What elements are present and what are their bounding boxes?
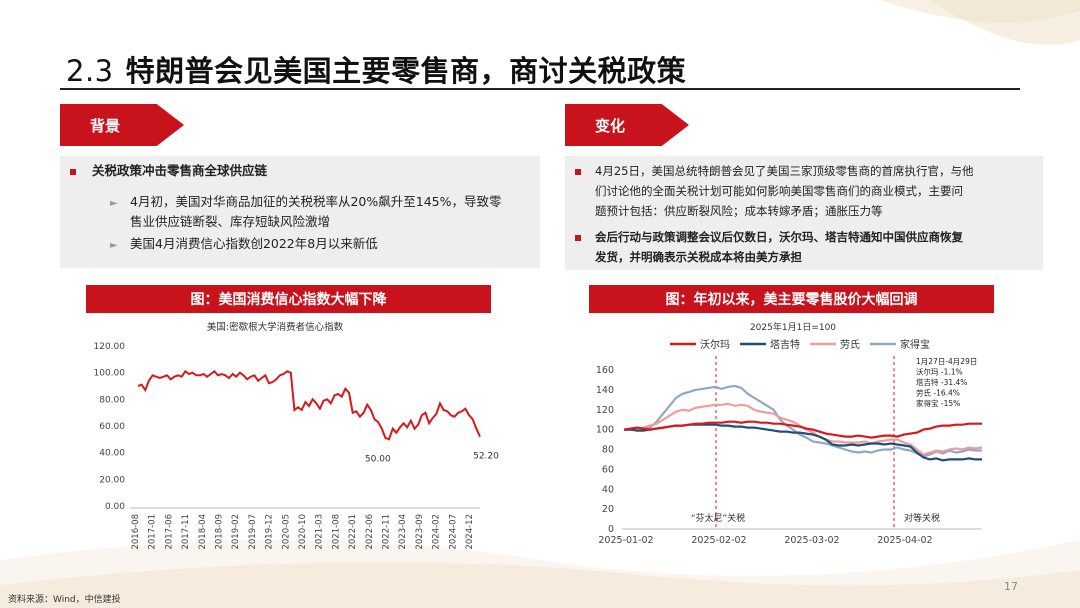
x-tick-label: 2017-11 xyxy=(181,514,191,550)
sub-bullet-1-line1: 4月初，美国对华商品加征的关税税率从20%飙升至145%，导致零 xyxy=(130,194,502,209)
x-tick-label: 2025-03-02 xyxy=(784,535,839,546)
chart1-title: 美国:密歇根大学消费者信心指数 xyxy=(207,321,344,333)
note-line: 家得宝 -15% xyxy=(916,398,960,408)
x-tick-label: 2016-08 xyxy=(131,514,141,550)
x-tick-label: 2022-06 xyxy=(365,514,375,550)
legend-label: 家得宝 xyxy=(900,338,930,351)
x-tick-label: 2022-11 xyxy=(382,514,392,550)
y-tick-label: 0.00 xyxy=(105,502,125,512)
note-line: 1月27日-4月29日 xyxy=(916,357,977,366)
bullet-square-icon xyxy=(575,235,581,241)
y-tick-label: 0 xyxy=(608,524,614,535)
y-tick-label: 80.00 xyxy=(99,395,125,405)
bullet-square-icon xyxy=(575,169,581,175)
bullet-square-icon xyxy=(70,169,76,175)
y-tick-label: 140 xyxy=(596,385,614,396)
note-line: 沃尔玛 -1.1% xyxy=(916,367,963,377)
x-tick-label: 2019-02 xyxy=(231,514,241,550)
bullet-heading: 关税政策冲击零售商全球供应链 xyxy=(92,163,268,178)
x-tick-label: 2023-09 xyxy=(415,514,425,550)
change-tag: 变化 xyxy=(565,104,689,146)
background-tag: 背景 xyxy=(60,104,184,146)
right-chart-title: 图：年初以来，美主要零售股价大幅回调 xyxy=(589,285,994,313)
sub-bullet-1-line2: 售业供应链断裂、库存短缺风险激增 xyxy=(130,214,331,229)
paragraph-1-line3: 题预计包括：供应断裂风险；成本转嫁矛盾；通胀压力等 xyxy=(595,204,883,218)
legend-label: 沃尔玛 xyxy=(700,338,730,351)
x-tick-label: 2025-01-02 xyxy=(598,535,653,546)
y-tick-label: 120 xyxy=(596,405,614,416)
y-tick-label: 20.00 xyxy=(99,475,125,485)
sub-bullet-2: 美国4月消费信心指数创2022年8月以来新低 xyxy=(130,236,378,251)
x-tick-label: 2024-12 xyxy=(465,514,475,550)
y-tick-label: 100 xyxy=(596,425,614,436)
x-tick-label: 2023-04 xyxy=(398,514,408,550)
legend-label: 劳氏 xyxy=(840,338,860,351)
background-panel: 关税政策冲击零售商全球供应链 ► 4月初，美国对华商品加征的关税税率从20%飙升… xyxy=(60,156,540,268)
x-tick-label: 2019-07 xyxy=(248,514,258,550)
page-title: 2.3 特朗普会见美国主要零售商，商讨关税政策 xyxy=(66,48,686,90)
arrow-bullet-icon: ► xyxy=(110,240,118,251)
title-text: 特朗普会见美国主要零售商，商讨关税政策 xyxy=(125,54,687,88)
x-tick-label: 2022-01 xyxy=(348,514,358,550)
y-tick-label: 100.00 xyxy=(94,369,126,379)
title-number: 2.3 xyxy=(66,54,114,88)
x-tick-label: 2024-07 xyxy=(448,514,458,550)
retail-stock-chart: 2025年1月1日=100 沃尔玛 塔吉特 劳氏 家得宝 0 20 40 60 80 100 12… xyxy=(596,321,983,546)
event-annotation: “芬太尼”关税 xyxy=(691,512,745,524)
paragraph-2-line2: 发货，并明确表示关税成本将由美方承担 xyxy=(595,250,802,264)
x-tick-label: 2018-04 xyxy=(198,514,208,550)
y-tick-label: 160 xyxy=(596,365,614,376)
x-tick-label: 2024-02 xyxy=(432,514,442,550)
left-chart-title: 图：美国消费信心指数大幅下降 xyxy=(86,285,491,313)
x-tick-label: 2020-10 xyxy=(298,514,308,550)
legend-label: 塔吉特 xyxy=(770,338,800,351)
y-tick-label: 80 xyxy=(602,445,614,456)
y-tick-label: 20 xyxy=(602,504,614,515)
x-tick-label: 2019-12 xyxy=(265,514,275,550)
y-tick-label: 60 xyxy=(602,464,614,475)
x-tick-label: 2021-03 xyxy=(315,514,325,550)
y-tick-label: 40.00 xyxy=(99,449,125,459)
source-note: 资料来源：Wind，中信建投 xyxy=(8,595,121,605)
y-tick-label: 60.00 xyxy=(99,422,125,432)
change-panel: 4月25日，美国总统特朗普会见了美国三家顶级零售商的首席执行官，与他 们讨论他的… xyxy=(565,156,1043,270)
x-tick-label: 2018-09 xyxy=(215,514,225,550)
x-tick-label: 2025-02-02 xyxy=(691,535,746,546)
x-tick-label: 2021-08 xyxy=(331,514,341,550)
confidence-series-line xyxy=(137,369,481,441)
arrow-bullet-icon: ► xyxy=(110,198,118,209)
paragraph-1-line1: 4月25日，美国总统特朗普会见了美国三家顶级零售商的首席执行官，与他 xyxy=(595,164,974,178)
y-tick-label: 40 xyxy=(602,484,614,495)
note-line: 劳氏 -16.4% xyxy=(916,388,960,398)
title-divider xyxy=(60,88,1020,90)
consumer-confidence-chart: 美国:密歇根大学消费者信心指数 0.00 20.00 40.00 60.00 80.00… xyxy=(94,321,500,550)
y-tick-label: 120.00 xyxy=(94,342,126,352)
data-annotation: 52.20 xyxy=(473,451,499,461)
data-annotation: 50.00 xyxy=(365,454,391,464)
paragraph-1-line2: 们讨论他的全面关税计划可能如何影响美国零售商们的商业模式，主要问 xyxy=(595,184,963,198)
x-tick-label: 2017-06 xyxy=(164,514,174,550)
x-tick-label: 2025-04-02 xyxy=(877,535,932,546)
page-number: 17 xyxy=(1004,580,1018,593)
series-line-1 xyxy=(623,420,982,439)
event-annotation: 对等关税 xyxy=(904,512,940,524)
x-tick-label: 2020-05 xyxy=(281,514,291,550)
paragraph-2-line1: 会后行动与政策调整会议后仅数日，沃尔玛、塔吉特通知中国供应商恢复 xyxy=(595,230,963,244)
x-tick-label: 2017-01 xyxy=(148,514,158,550)
note-line: 塔吉特 -31.4% xyxy=(916,377,967,387)
chart2-subtitle: 2025年1月1日=100 xyxy=(750,321,836,333)
